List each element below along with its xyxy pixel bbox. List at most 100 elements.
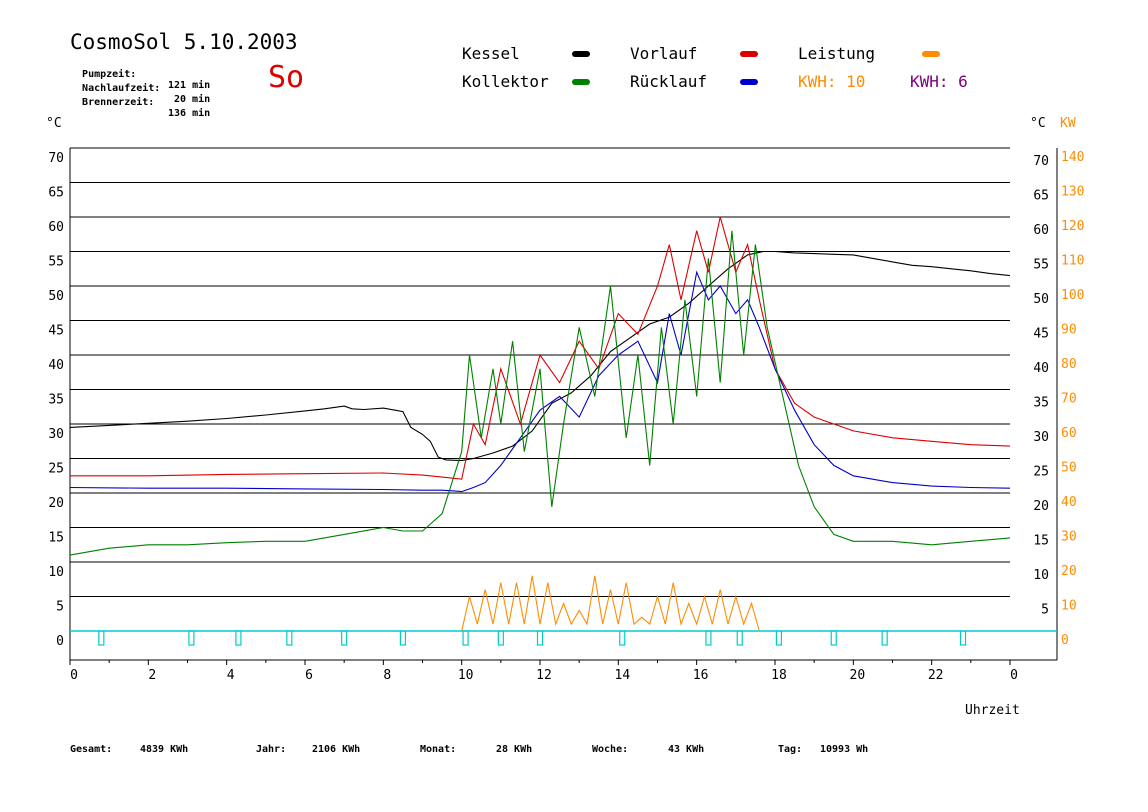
pump-marker [341, 630, 348, 646]
y-tick-label-left: 50 [48, 289, 64, 304]
pump-marker [462, 630, 469, 646]
y-tick-label-right-power: 10 [1061, 599, 1077, 614]
y-tick-label-right-temp: 25 [1033, 465, 1049, 480]
x-tick-label: 12 [536, 668, 552, 683]
footer-tag-value: 10993 Wh [820, 744, 869, 755]
legend-kessel: Kessel [462, 44, 520, 63]
info-pumpzeit: Pumpzeit: 121 min [70, 58, 210, 91]
y-tick-label-right-power: 120 [1061, 219, 1084, 234]
pump-marker [881, 630, 888, 646]
legend-kollektor: Kollektor [462, 72, 549, 91]
pump-marker [959, 630, 967, 646]
y-tick-label-right-power: 110 [1061, 254, 1084, 269]
x-tick-label: 20 [850, 668, 866, 683]
pump-marker [830, 630, 837, 646]
x-tick-label: 10 [458, 668, 474, 683]
y-tick-label-right-temp: 35 [1033, 396, 1049, 411]
legend-ruecklauf: Rücklauf [630, 72, 708, 91]
legend-kollektor-swatch [572, 79, 590, 85]
series-line-kollektor [69, 230, 1011, 556]
pump-marker [705, 630, 712, 646]
footer-tag-label: Tag: [778, 744, 803, 755]
y-tick-label-left: 60 [48, 220, 64, 235]
legend-kessel-swatch [572, 51, 590, 57]
pump-marker [736, 630, 743, 646]
chart-title: CosmoSol 5.10.2003 [70, 30, 298, 54]
y-tick-label-right-temp: 15 [1033, 534, 1049, 549]
info-nachlaufzeit-label: Nachlaufzeit: [82, 83, 161, 94]
y-tick-label-right-temp: 20 [1033, 499, 1049, 514]
footer-jahr-value: 2106 KWh [312, 744, 361, 755]
footer-gesamt-value: 4839 KWh [140, 744, 189, 755]
y-tick-label-right-temp: 60 [1033, 223, 1049, 238]
y-tick-label-left: 25 [48, 462, 64, 477]
x-axis-label: Uhrzeit [965, 703, 1020, 718]
legend-kwh-second: KWH: 6 [910, 72, 968, 91]
pump-marker [497, 630, 504, 646]
legend-vorlauf-swatch [740, 51, 758, 57]
y-tick-label-left: 20 [48, 496, 64, 511]
x-tick-label: 14 [615, 668, 631, 683]
y-tick-label-right-temp: 40 [1033, 361, 1049, 376]
info-pumpzeit-value: 121 min [168, 80, 211, 91]
y-tick-label-right-power: 130 [1061, 185, 1084, 200]
y-tick-label-right-temp: 65 [1033, 189, 1049, 204]
legend-leistung: Leistung [798, 44, 876, 63]
pump-marker [775, 630, 783, 646]
y-tick-label-right-temp: 70 [1033, 154, 1049, 169]
y-tick-label-right-power: 100 [1061, 288, 1084, 303]
series-line-r-cklauf [69, 270, 1011, 493]
x-tick-label: 18 [771, 668, 787, 683]
pump-markers [98, 630, 967, 646]
y-tick-label-left: 65 [48, 186, 64, 201]
legend-ruecklauf-swatch [740, 79, 758, 85]
weekday-label: So [268, 60, 305, 95]
x-tick-label: 0 [70, 668, 78, 683]
y-tick-label-left: 30 [48, 427, 64, 442]
y-tick-label-right-temp: 45 [1033, 327, 1049, 342]
footer-monat-label: Monat: [420, 744, 457, 755]
y-tick-label-right-power: 50 [1061, 461, 1077, 476]
info-nachlaufzeit: Nachlaufzeit: 20 min [70, 72, 210, 105]
pump-marker [619, 630, 626, 646]
y-tick-label-right-power: 60 [1061, 426, 1077, 441]
footer-woche-value: 43 KWh [668, 744, 705, 755]
series-line-leistung [461, 575, 760, 632]
x-tick-label: 6 [305, 668, 313, 683]
pump-marker [399, 630, 407, 646]
axes [69, 148, 1058, 665]
pump-marker [536, 630, 544, 646]
y-tick-label-right-temp: 30 [1033, 430, 1049, 445]
y-tick-label-right-power: 70 [1061, 392, 1077, 407]
legend-kwh-leistung: KWH: 10 [798, 72, 866, 91]
series-line-kessel [69, 250, 1011, 462]
x-tick-label: 22 [928, 668, 944, 683]
y-axis-unit-left: °C [46, 116, 62, 131]
x-tick-label: 2 [148, 668, 156, 683]
y-tick-label-right-power: 40 [1061, 495, 1077, 510]
y-tick-label-right-temp: 55 [1033, 258, 1049, 273]
y-axis-unit-right-power: KW [1060, 116, 1076, 131]
y-tick-label-left: 5 [56, 600, 64, 615]
y-axis-unit-right-temp: °C [1030, 116, 1046, 131]
y-tick-label-right-power: 90 [1061, 323, 1077, 338]
legend-vorlauf: Vorlauf [630, 44, 698, 63]
footer-woche-label: Woche: [592, 744, 629, 755]
y-tick-label-right-temp: 5 [1041, 603, 1049, 618]
y-tick-label-right-power: 140 [1061, 150, 1084, 165]
y-tick-label-left: 45 [48, 324, 64, 339]
footer-jahr-label: Jahr: [256, 744, 287, 755]
y-tick-label-left: 55 [48, 255, 64, 270]
legend-leistung-swatch [922, 51, 940, 57]
y-tick-label-right-temp: 10 [1033, 568, 1049, 583]
series-line-vorlauf [70, 216, 1011, 480]
x-tick-label: 4 [227, 668, 235, 683]
pump-marker [188, 630, 195, 646]
y-tick-label-right-power: 80 [1061, 357, 1077, 372]
x-tick-label: 0 [1010, 668, 1018, 683]
series [69, 216, 1011, 632]
info-brennerzeit-value: 136 min [168, 108, 211, 119]
pump-marker [98, 630, 105, 646]
y-tick-label-left: 0 [56, 634, 64, 649]
